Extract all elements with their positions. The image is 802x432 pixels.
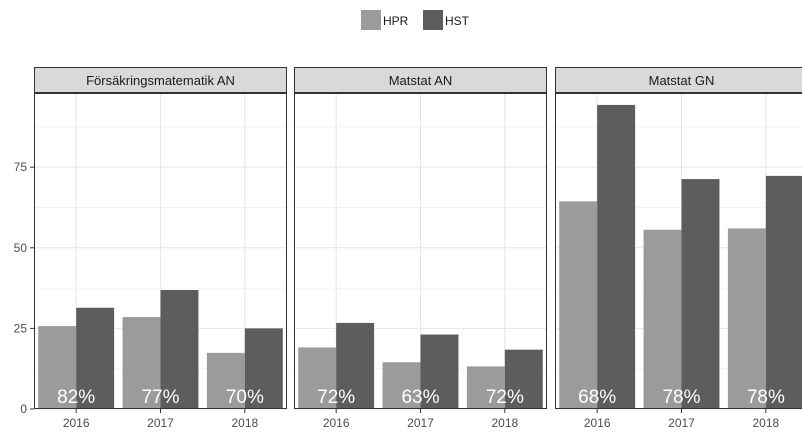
facet-strip (34, 67, 287, 93)
bar-hpr-2017 (122, 317, 161, 409)
bar-percent-label: 77% (141, 387, 179, 408)
bar-percent-label: 78% (662, 387, 700, 408)
bar-hst-2016 (597, 104, 636, 410)
x-tick-label: 2018 (752, 416, 779, 430)
y-tick-label: 75 (14, 160, 28, 174)
x-tick-label: 2017 (147, 416, 174, 430)
legend-label-hpr: HPR (383, 14, 409, 28)
x-tick-label: 2016 (584, 416, 611, 430)
x-tick-label: 2017 (668, 416, 695, 430)
x-tick-label: 2017 (407, 416, 434, 430)
facet-panel: 82% 2016 77% 2017 70% 2018 Försäkringsmatemati… (34, 67, 287, 430)
bar-hst-2018 (765, 175, 802, 409)
bar-percent-label: 72% (317, 387, 355, 408)
legend-label-hst: HST (445, 14, 470, 28)
bar-hpr-2016 (38, 326, 77, 409)
facet-strip (555, 67, 802, 93)
bar-hst-2018 (504, 349, 543, 409)
bar-hst-2017 (681, 179, 720, 409)
bar-hst-2017 (160, 290, 199, 409)
bar-hst-2016 (336, 322, 375, 409)
bar-hpr-2017 (643, 229, 682, 409)
x-tick-label: 2016 (323, 416, 350, 430)
y-tick-label: 25 (14, 321, 28, 335)
x-tick-label: 2018 (231, 416, 258, 430)
bar-hst-2016 (76, 307, 115, 409)
facet-strip (294, 67, 547, 93)
facet-panel: 68% 2016 78% 2017 78% 2018 Matstat GN (555, 67, 802, 430)
legend-key-hpr (361, 10, 381, 30)
panel-border (294, 93, 547, 409)
bar-hpr-2018 (466, 366, 505, 409)
bar-hst-2017 (420, 334, 459, 409)
panel-border (555, 93, 802, 409)
bar-hpr-2016 (298, 347, 337, 409)
bar-hpr-2018 (727, 228, 766, 409)
facet-panel: 72% 2016 63% 2017 72% 2018 Matstat AN (294, 67, 547, 430)
bar-percent-label: 72% (486, 387, 524, 408)
bar-percent-label: 78% (747, 387, 785, 408)
legend-key-hst (423, 10, 443, 30)
y-tick-label: 0 (20, 402, 27, 416)
facet-panels: 82% 2016 77% 2017 70% 2018 Försäkringsmatemati… (34, 67, 802, 430)
bar-hpr-2017 (382, 362, 421, 409)
legend: HPR HST (361, 10, 470, 30)
bar-hpr-2016 (559, 201, 598, 409)
x-tick-label: 2018 (491, 416, 518, 430)
bar-hst-2018 (244, 328, 283, 409)
facet-title: Matstat AN (389, 73, 453, 88)
y-axis: 0 25 50 75 (14, 160, 34, 416)
facet-title: Matstat GN (649, 73, 715, 88)
y-tick-label: 50 (14, 241, 28, 255)
x-tick-label: 2016 (63, 416, 90, 430)
panel-border (34, 93, 287, 409)
facet-title: Försäkringsmatematik AN (86, 73, 235, 88)
bar-percent-label: 68% (578, 387, 616, 408)
bar-hpr-2018 (206, 352, 245, 409)
bar-percent-label: 82% (57, 387, 95, 408)
bar-percent-label: 70% (226, 387, 264, 408)
bar-percent-label: 63% (401, 387, 439, 408)
